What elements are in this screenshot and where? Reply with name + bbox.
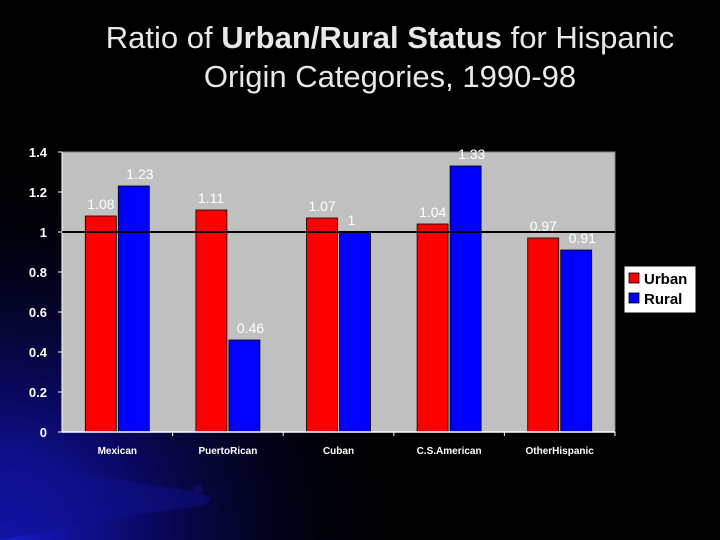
bar-rural: [449, 165, 482, 433]
y-tick-label: 0.2: [29, 385, 47, 400]
y-tick-label: 1.2: [29, 185, 47, 200]
legend-swatch-rural: [628, 292, 640, 304]
x-tick-label: Mexican: [98, 446, 137, 457]
data-label: 1.07: [309, 198, 336, 214]
background-swoosh: [0, 455, 212, 540]
y-tick-label: 0.6: [29, 305, 47, 320]
x-tick-label: Cuban: [323, 446, 354, 457]
bar-rural: [117, 185, 150, 433]
data-label: 1.33: [458, 146, 485, 162]
page-title: Ratio of Urban/Rural Status for Hispanic…: [60, 18, 720, 96]
y-tick-label: 0.8: [29, 265, 47, 280]
title-line2: Origin Categories, 1990-98: [203, 59, 577, 94]
bar-urban: [195, 209, 228, 433]
x-tick-label: OtherHispanic: [526, 446, 595, 457]
plot-area: [61, 151, 616, 433]
bar-rural: [560, 249, 593, 433]
title-pre: Ratio of: [105, 20, 222, 55]
y-tick-label: 0: [40, 425, 47, 440]
legend-label-rural: Rural: [644, 291, 682, 308]
title-bold: Urban/Rural Status: [221, 20, 502, 55]
y-tick-label: 0.4: [29, 345, 48, 360]
bar-urban: [416, 223, 449, 433]
data-label: 1: [348, 212, 356, 228]
legend-swatch-urban: [628, 272, 640, 284]
data-label: 1.11: [198, 190, 224, 206]
title-post: for Hispanic: [501, 20, 675, 55]
data-label: 1.23: [126, 166, 153, 182]
y-tick-label: 1: [40, 225, 47, 240]
bar-urban: [527, 237, 560, 433]
y-tick-label: 1.4: [29, 145, 48, 160]
bar-urban: [84, 215, 117, 433]
data-label: 1.08: [87, 196, 114, 212]
legend-label-urban: Urban: [644, 271, 687, 288]
background-dot: [193, 485, 203, 495]
bar-rural: [228, 339, 261, 433]
data-label: 1.04: [419, 204, 446, 220]
x-tick-label: PuertoRican: [198, 446, 257, 457]
x-tick-label: C.S.American: [417, 446, 482, 457]
bar-rural: [339, 231, 371, 433]
bar-urban: [306, 217, 338, 433]
data-label: 0.91: [569, 230, 596, 246]
data-label: 0.46: [237, 320, 264, 336]
data-label: 0.97: [530, 218, 557, 234]
